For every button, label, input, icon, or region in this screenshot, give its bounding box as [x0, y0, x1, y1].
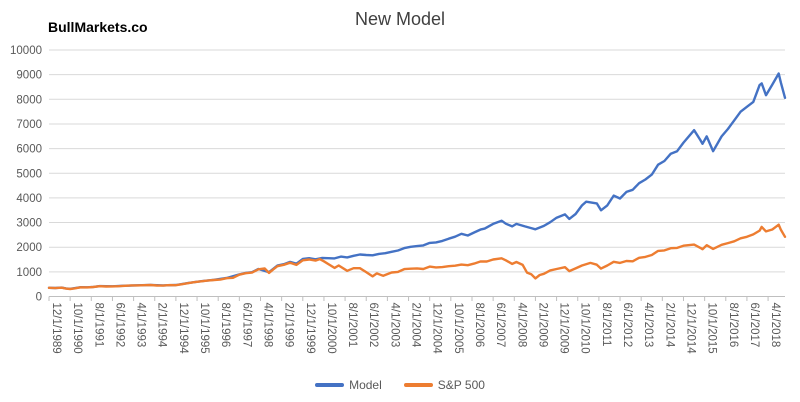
x-axis-label: 6/1/1997	[240, 303, 252, 348]
x-axis-label: 4/1/2013	[642, 303, 654, 348]
legend-label-model: Model	[349, 378, 382, 392]
x-axis-label: 12/1/1994	[177, 303, 189, 355]
sp500-series-swatch	[403, 383, 433, 387]
x-axis-label: 8/1/2001	[346, 303, 358, 348]
x-axis-label: 6/1/2007	[494, 303, 506, 348]
x-axis-label: 4/1/1998	[261, 303, 273, 348]
x-axis-label: 6/1/2017	[748, 303, 760, 348]
x-axis-label: 4/1/2008	[515, 303, 527, 348]
y-axis-label: 7000	[16, 119, 42, 131]
x-axis-label: 2/1/2014	[663, 303, 675, 348]
x-axis-label: 4/1/1993	[135, 303, 147, 348]
x-axis-label: 4/1/2003	[388, 303, 400, 348]
y-axis-label: 9000	[16, 70, 42, 82]
y-axis-label: 5000	[16, 168, 42, 180]
x-axis-label: 6/1/1992	[113, 303, 125, 348]
y-axis-label: 8000	[16, 94, 42, 106]
x-axis-label: 8/1/1996	[219, 303, 231, 348]
x-axis-label: 12/1/2004	[431, 303, 443, 355]
x-axis-label: 12/1/1989	[50, 303, 62, 354]
y-axis-label: 0	[36, 292, 42, 304]
x-axis-label: 8/1/1991	[92, 303, 104, 348]
x-axis-label: 2/1/1999	[283, 303, 295, 348]
x-axis-label: 10/1/1990	[71, 303, 83, 354]
x-axis-label: 8/1/2006	[473, 303, 485, 348]
model-series-line	[47, 72, 787, 290]
x-axis-label: 10/1/1995	[198, 303, 210, 354]
x-axis-label: 10/1/2015	[706, 303, 718, 354]
y-axis-label: 1000	[16, 267, 42, 279]
chart-title: New Model	[354, 9, 446, 29]
x-axis-label: 2/1/1994	[156, 303, 168, 348]
x-axis-label: 4/1/2018	[769, 303, 781, 348]
x-axis-label: 10/1/2000	[325, 303, 337, 354]
x-axis-label: 10/1/2010	[579, 303, 591, 354]
x-axis-label: 2/1/2009	[536, 303, 548, 348]
y-axis-label: 10000	[10, 45, 42, 57]
legend-item-model: Model	[315, 378, 382, 392]
y-axis-label: 3000	[16, 218, 42, 230]
x-axis-label: 6/1/2002	[367, 303, 379, 348]
x-axis-label: 8/1/2016	[727, 303, 739, 348]
x-axis-label: 6/1/2012	[621, 303, 633, 348]
x-axis-label: 8/1/2011	[600, 303, 612, 347]
y-axis-label: 6000	[16, 144, 42, 156]
model-series-swatch	[315, 383, 345, 387]
legend-label-sp500: S&P 500	[437, 378, 485, 392]
y-axis-label: 2000	[16, 242, 42, 254]
x-axis-label: 12/1/1999	[304, 303, 316, 354]
x-axis-label: 2/1/2004	[410, 303, 422, 348]
brand-logo-text: BullMarkets.co	[48, 19, 148, 35]
x-axis-label: 10/1/2005	[452, 303, 464, 354]
sp500-series-line	[47, 223, 787, 291]
legend-item-sp500: S&P 500	[403, 378, 485, 392]
x-axis-label: 12/1/2014	[684, 303, 696, 355]
x-axis-label: 12/1/2009	[558, 303, 570, 354]
chart-legend: Model S&P 500	[0, 375, 800, 395]
y-axis-label: 4000	[16, 193, 42, 205]
